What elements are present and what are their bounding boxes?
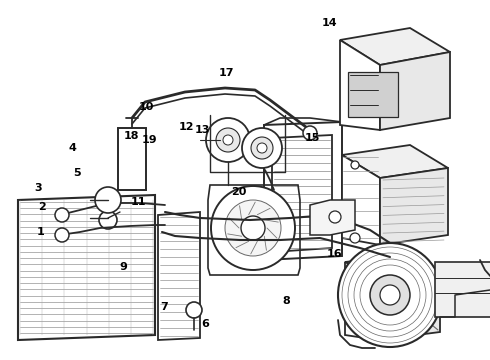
Text: 5: 5 bbox=[74, 168, 81, 178]
Circle shape bbox=[186, 302, 202, 318]
Polygon shape bbox=[340, 28, 450, 65]
Polygon shape bbox=[380, 52, 450, 130]
Circle shape bbox=[329, 211, 341, 223]
Circle shape bbox=[225, 200, 281, 256]
Polygon shape bbox=[310, 200, 355, 235]
Polygon shape bbox=[345, 262, 378, 340]
Circle shape bbox=[370, 275, 410, 315]
Bar bbox=[118, 128, 146, 190]
Text: 4: 4 bbox=[69, 143, 76, 153]
Text: 11: 11 bbox=[130, 197, 146, 207]
Circle shape bbox=[95, 187, 121, 213]
Polygon shape bbox=[18, 195, 155, 340]
Circle shape bbox=[303, 126, 317, 140]
Text: 2: 2 bbox=[38, 202, 46, 212]
Circle shape bbox=[380, 285, 400, 305]
Circle shape bbox=[223, 135, 233, 145]
Polygon shape bbox=[380, 168, 448, 245]
Text: 10: 10 bbox=[138, 102, 154, 112]
Text: 14: 14 bbox=[321, 18, 337, 28]
Bar bbox=[348, 72, 398, 117]
Text: 17: 17 bbox=[219, 68, 234, 78]
Text: 15: 15 bbox=[305, 132, 320, 143]
Circle shape bbox=[242, 128, 282, 168]
Circle shape bbox=[211, 186, 295, 270]
Circle shape bbox=[55, 208, 69, 222]
Circle shape bbox=[338, 243, 442, 347]
Text: 19: 19 bbox=[142, 135, 157, 145]
Bar bbox=[435, 262, 490, 317]
Text: 9: 9 bbox=[120, 262, 127, 272]
Circle shape bbox=[257, 143, 267, 153]
Polygon shape bbox=[158, 212, 200, 340]
Text: 6: 6 bbox=[201, 319, 209, 329]
Text: 1: 1 bbox=[36, 227, 44, 237]
Polygon shape bbox=[378, 272, 440, 340]
Text: 16: 16 bbox=[326, 249, 342, 259]
Text: 7: 7 bbox=[160, 302, 168, 312]
Text: 8: 8 bbox=[283, 296, 291, 306]
Text: 20: 20 bbox=[231, 186, 247, 197]
Circle shape bbox=[99, 211, 117, 229]
Circle shape bbox=[216, 128, 240, 152]
Polygon shape bbox=[342, 145, 448, 178]
Polygon shape bbox=[345, 255, 440, 280]
Text: 3: 3 bbox=[34, 183, 42, 193]
Circle shape bbox=[350, 233, 360, 243]
Circle shape bbox=[251, 137, 273, 159]
Polygon shape bbox=[342, 155, 380, 245]
Circle shape bbox=[206, 118, 250, 162]
Circle shape bbox=[241, 216, 265, 240]
Polygon shape bbox=[272, 135, 332, 252]
Text: 12: 12 bbox=[178, 122, 194, 132]
Text: 18: 18 bbox=[123, 131, 139, 141]
Polygon shape bbox=[340, 40, 380, 130]
Circle shape bbox=[351, 161, 359, 169]
Text: 13: 13 bbox=[194, 125, 210, 135]
Circle shape bbox=[55, 228, 69, 242]
